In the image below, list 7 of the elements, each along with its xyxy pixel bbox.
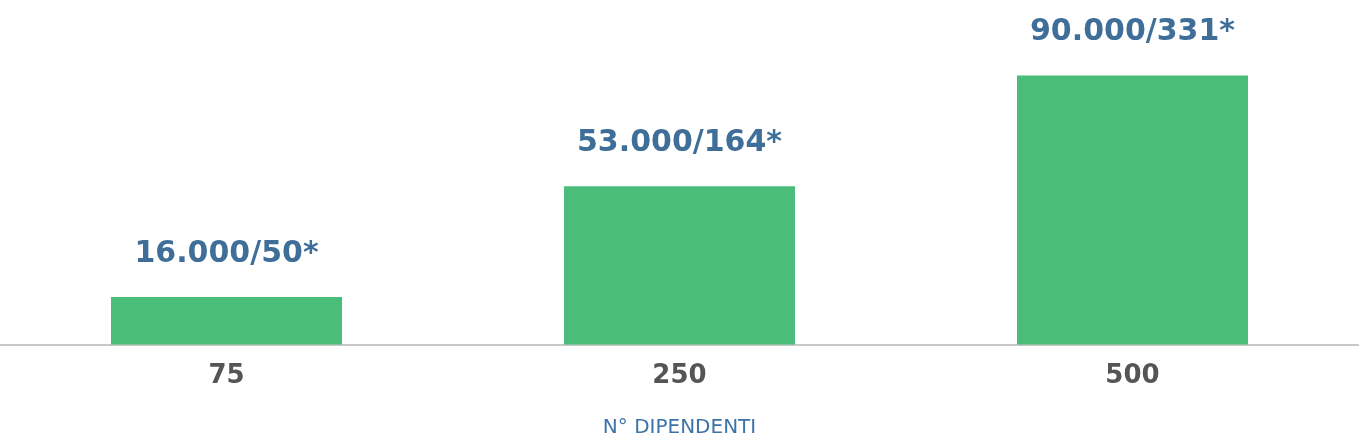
x-axis-title: N° DIPENDENTI: [602, 414, 757, 439]
x-tick-label: 250: [652, 359, 707, 390]
data-label: 16.000/50*: [134, 233, 319, 269]
x-tick-label: 500: [1105, 359, 1160, 390]
data-label: 53.000/164*: [576, 122, 783, 158]
x-tick-label: 75: [208, 359, 245, 390]
data-label: 90.000/331*: [1029, 12, 1236, 48]
